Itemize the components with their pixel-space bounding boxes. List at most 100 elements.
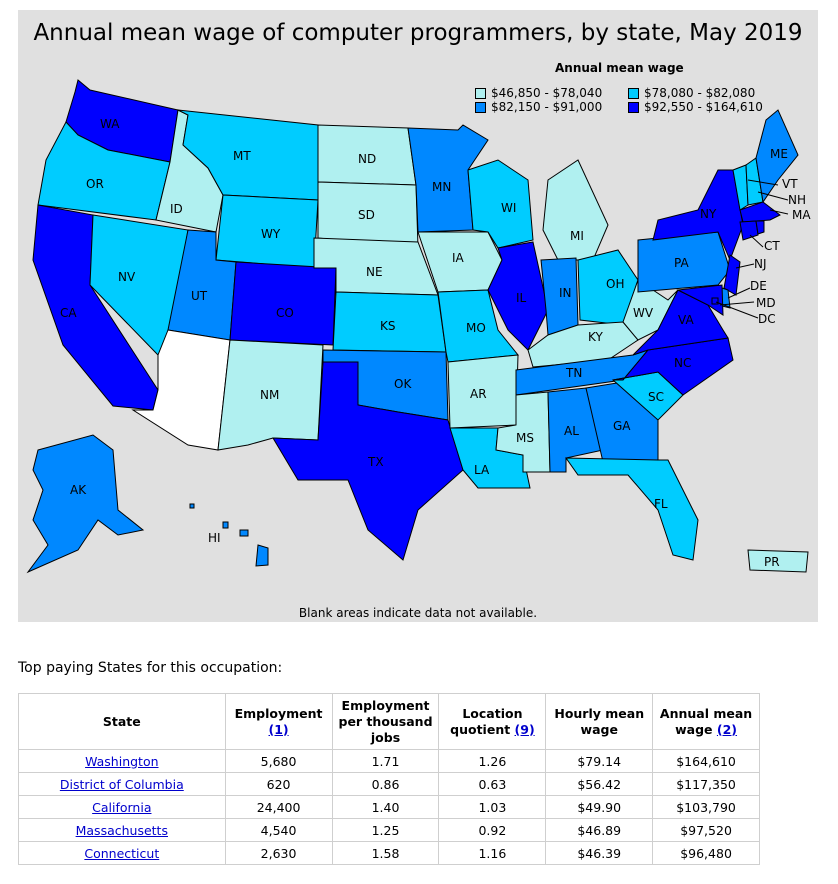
label-WA: WA xyxy=(100,117,120,131)
label-TX: TX xyxy=(367,455,384,469)
header-location-quotient: Location quotient (9) xyxy=(438,693,547,750)
label-NM: NM xyxy=(260,388,279,402)
state-NJ xyxy=(723,254,741,296)
state-DC xyxy=(711,297,719,305)
label-NC: NC xyxy=(674,356,691,370)
label-MT: MT xyxy=(233,149,251,163)
map-panel: WA OR CA ID NV MT WY UT CO NM ND SD NE K… xyxy=(18,10,818,622)
label-HI: HI xyxy=(208,531,221,545)
label-ME: ME xyxy=(770,147,788,161)
per-thousand-cell: 1.40 xyxy=(331,795,440,819)
legend-swatch-3 xyxy=(475,101,486,113)
table-row: Massachusetts 4,540 1.25 0.92 $46.89 $97… xyxy=(18,818,760,842)
state-cell: Washington xyxy=(18,749,226,773)
table-row: Connecticut 2,630 1.58 1.16 $46.39 $96,4… xyxy=(18,841,760,865)
label-NH: NH xyxy=(788,193,806,207)
label-PR: PR xyxy=(764,555,780,569)
header-state: State xyxy=(18,693,226,750)
callout-lines xyxy=(715,179,789,319)
label-SD: SD xyxy=(358,208,375,222)
label-KS: KS xyxy=(380,319,396,333)
state-CT xyxy=(739,220,759,241)
annual-cell: $117,350 xyxy=(652,772,760,796)
label-KY: KY xyxy=(588,330,603,344)
state-FL xyxy=(565,457,699,561)
state-MI xyxy=(542,159,609,261)
employment-footnote-link[interactable]: (1) xyxy=(268,721,289,737)
legend-swatch-1 xyxy=(475,87,486,99)
state-link[interactable]: Massachusetts xyxy=(75,822,168,838)
lq-cell: 1.16 xyxy=(438,841,547,865)
annual-footnote-link[interactable]: (2) xyxy=(716,721,738,737)
label-IN: IN xyxy=(559,286,572,300)
state-CO xyxy=(229,261,337,346)
state-PR xyxy=(747,549,809,573)
label-IL: IL xyxy=(516,291,527,305)
hourly-cell: $46.89 xyxy=(545,818,654,842)
label-AK: AK xyxy=(70,483,87,497)
state-TX xyxy=(272,361,464,561)
label-WV: WV xyxy=(633,306,654,320)
annual-cell: $164,610 xyxy=(652,749,760,773)
label-LA: LA xyxy=(474,463,490,477)
legend-swatch-2 xyxy=(628,87,639,99)
legend-item-1: $46,850 - $78,040 xyxy=(475,86,602,100)
label-NV: NV xyxy=(118,270,136,284)
label-DC: DC xyxy=(758,312,776,326)
label-NY: NY xyxy=(700,207,717,221)
state-HI xyxy=(189,503,269,567)
map-footnote: Blank areas indicate data not available. xyxy=(298,606,538,620)
state-cell: California xyxy=(18,795,226,819)
state-link[interactable]: District of Columbia xyxy=(59,776,184,792)
state-labels: WA OR CA ID NV MT WY UT CO NM ND SD NE K… xyxy=(60,117,811,569)
state-WI xyxy=(467,159,534,249)
state-link[interactable]: California xyxy=(92,799,152,815)
legend-item-2: $78,080 - $82,080 xyxy=(628,86,755,100)
top-paying-states-table: State Employment (1) Employment per thou… xyxy=(18,693,760,865)
label-NJ: NJ xyxy=(754,257,767,271)
state-cell: District of Columbia xyxy=(18,772,226,796)
label-OK: OK xyxy=(394,377,412,391)
label-ND: ND xyxy=(358,152,376,166)
label-FL: FL xyxy=(654,497,668,511)
label-WY: WY xyxy=(261,227,281,241)
per-thousand-cell: 1.58 xyxy=(331,841,440,865)
employment-cell: 24,400 xyxy=(224,795,333,819)
employment-cell: 5,680 xyxy=(224,749,333,773)
label-PA: PA xyxy=(674,256,689,270)
state-VA xyxy=(632,289,729,356)
legend-title: Annual mean wage xyxy=(555,61,684,75)
label-MD: MD xyxy=(756,296,776,310)
per-thousand-cell: 1.71 xyxy=(331,749,440,773)
table-row: District of Columbia 620 0.86 0.63 $56.4… xyxy=(18,772,760,796)
label-OH: OH xyxy=(606,277,624,291)
hourly-cell: $46.39 xyxy=(545,841,654,865)
state-link[interactable]: Connecticut xyxy=(84,845,160,861)
lq-cell: 1.26 xyxy=(438,749,547,773)
hourly-cell: $49.90 xyxy=(545,795,654,819)
per-thousand-cell: 0.86 xyxy=(331,772,440,796)
state-cell: Connecticut xyxy=(18,841,226,865)
annual-cell: $97,520 xyxy=(652,818,760,842)
label-MI: MI xyxy=(570,229,584,243)
label-DE: DE xyxy=(750,279,767,293)
label-TN: TN xyxy=(565,366,582,380)
label-CA: CA xyxy=(60,306,77,320)
label-MN: MN xyxy=(432,180,451,194)
state-link[interactable]: Washington xyxy=(85,753,159,769)
legend-swatch-4 xyxy=(628,101,639,113)
legend-item-3: $82,150 - $91,000 xyxy=(475,100,602,114)
label-VT: VT xyxy=(782,177,798,191)
state-AK xyxy=(26,434,145,574)
legend-label-1: $46,850 - $78,040 xyxy=(491,86,603,100)
header-annual-wage: Annual mean wage (2) xyxy=(652,693,760,750)
label-MO: MO xyxy=(466,321,486,335)
legend-label-4: $92,550 - $164,610 xyxy=(644,100,763,114)
label-ID: ID xyxy=(170,202,183,216)
lq-footnote-link[interactable]: (9) xyxy=(514,721,535,737)
table-header-row: State Employment (1) Employment per thou… xyxy=(18,693,760,750)
annual-cell: $103,790 xyxy=(652,795,760,819)
employment-cell: 620 xyxy=(224,772,333,796)
state-cell: Massachusetts xyxy=(18,818,226,842)
state-MA xyxy=(739,201,781,223)
